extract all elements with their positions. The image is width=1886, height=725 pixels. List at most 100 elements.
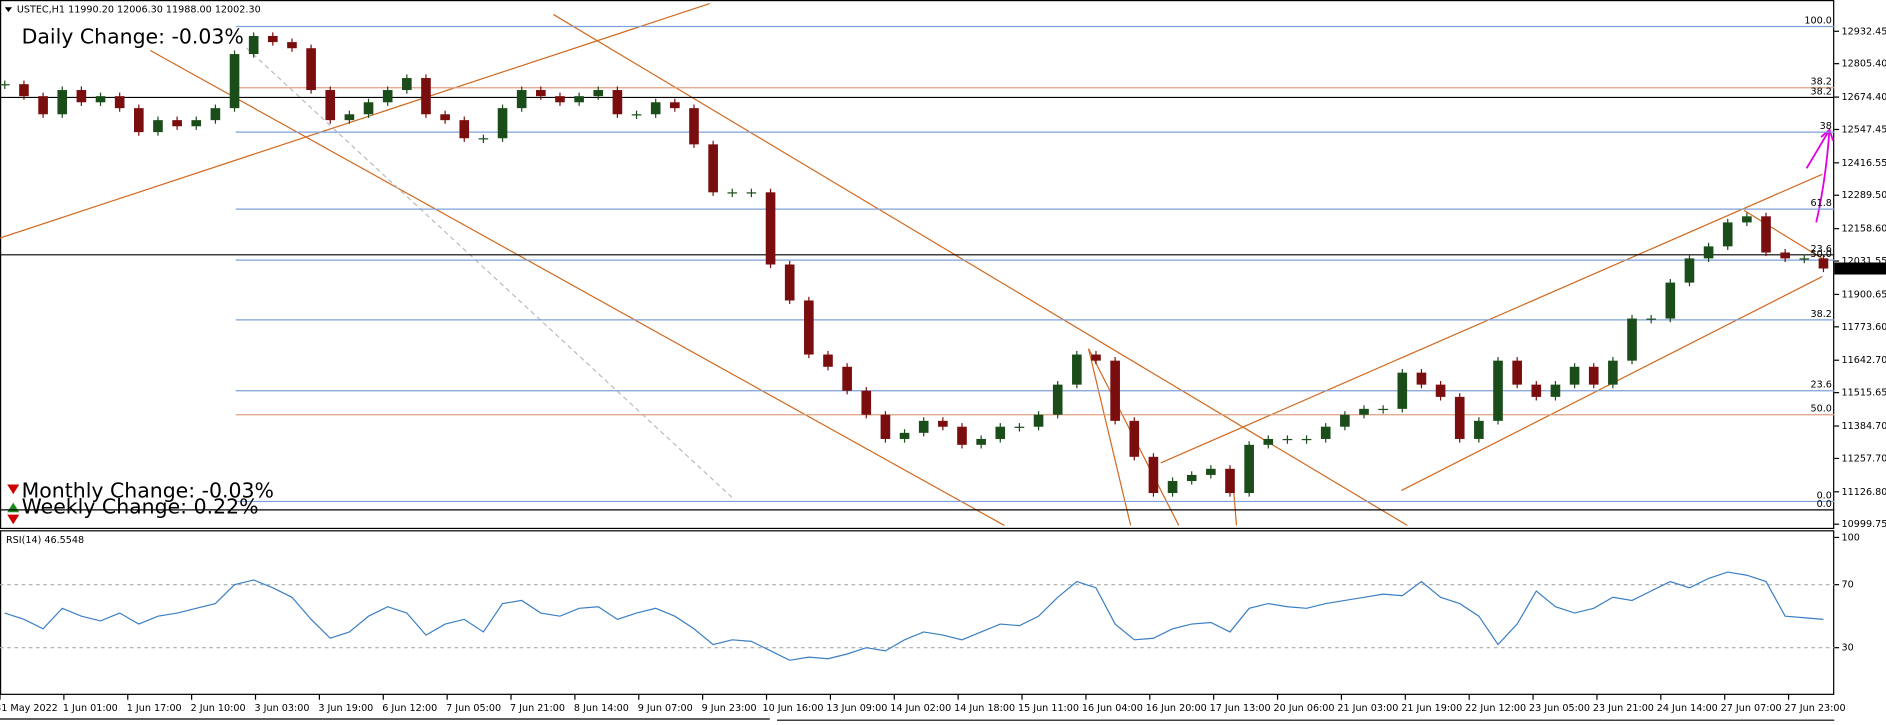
chart-header: USTEC,H1 11990.20 12006.30 11988.00 1200… [17, 5, 261, 16]
candle-body [1665, 282, 1676, 319]
candle-body [363, 102, 374, 115]
candle-body [1359, 408, 1369, 415]
candle-body [746, 192, 757, 194]
y-tick-label: 12674.40 [1841, 92, 1886, 103]
y-tick-label: 11126.80 [1841, 487, 1886, 498]
x-tick-label: 27 Jun 07:00 [1721, 703, 1782, 714]
y-tick-label: 70 [1841, 580, 1853, 591]
candle-body [880, 414, 891, 439]
rsi-panel-frame [0, 530, 1835, 695]
candle-body [1569, 366, 1580, 385]
candle-body [593, 90, 604, 97]
x-tick-label: 3 Jun 19:00 [318, 703, 373, 714]
x-tick-label: 1 Jun 17:00 [127, 703, 182, 714]
candle-body [1684, 258, 1695, 283]
x-tick-label: 10 Jun 16:00 [762, 703, 823, 714]
x-tick-label: 16 Jun 04:00 [1082, 703, 1143, 714]
candle-body [1014, 426, 1025, 428]
fib-label: 38.2 [1810, 86, 1831, 97]
candle-body [1454, 396, 1465, 439]
candle-body [1799, 258, 1810, 260]
x-tick-label: 9 Jun 07:00 [638, 703, 693, 714]
x-tick-label: 8 Jun 14:00 [574, 703, 629, 714]
y-tick-label: 30 [1841, 643, 1853, 654]
y-tick-label: 100 [1841, 532, 1859, 543]
x-tick-label: 31 May 2022 [0, 703, 58, 714]
candle-body [497, 108, 508, 139]
candle-body [306, 48, 316, 91]
fib-baseline [246, 47, 735, 500]
x-tick-label: 7 Jun 05:00 [446, 703, 501, 714]
candle-body [1301, 438, 1312, 441]
menu-triangle[interactable] [4, 7, 13, 13]
candle-body [1340, 414, 1350, 427]
candle-body [689, 108, 699, 145]
candle-body [1397, 372, 1408, 409]
y-tick-label: 11642.70 [1841, 355, 1886, 366]
candle-body [1761, 216, 1771, 253]
candle-body [325, 90, 336, 121]
fib-label: 23.6 [1810, 244, 1831, 255]
x-tick-label: 7 Jun 21:00 [510, 703, 565, 714]
candle-body [0, 84, 10, 86]
candle-body [1608, 360, 1618, 385]
candle-body [1627, 318, 1637, 361]
candle-body [1550, 384, 1561, 397]
candle-body [938, 420, 948, 427]
last-price-box [1834, 262, 1886, 275]
candle-body [1129, 420, 1140, 457]
candle-body [1646, 318, 1656, 320]
candle-body [57, 90, 68, 115]
candle-body [957, 426, 967, 445]
y-tick-label: 11257.70 [1841, 453, 1886, 464]
candle-body [1416, 372, 1427, 385]
candle-body [631, 114, 642, 116]
rsi-line [4, 571, 1824, 661]
fib-label: 38.2 [1810, 309, 1831, 320]
y-tick-label: 12289.50 [1841, 190, 1886, 201]
candle-body [1435, 384, 1446, 397]
candle-body [727, 192, 738, 194]
candle-body [1244, 444, 1254, 494]
candle-body [210, 108, 221, 121]
fib-label: 61.8 [1810, 198, 1831, 209]
x-tick-label: 2 Jun 10:00 [191, 703, 246, 714]
change-annotation: Monthly Change: -0.03% [22, 479, 274, 503]
down-marker [7, 484, 20, 495]
x-tick-label: 14 Jun 02:00 [890, 703, 951, 714]
candle-body [1186, 474, 1197, 482]
candle-body [1225, 468, 1235, 494]
x-tick-label: 24 Jun 14:00 [1657, 703, 1718, 714]
candle-body [612, 90, 623, 115]
y-tick-label: 12932.45 [1841, 26, 1886, 37]
candle-body [1167, 481, 1178, 494]
candle-body [421, 78, 431, 115]
arrow-head [1820, 128, 1834, 141]
arrow-line [1815, 129, 1831, 223]
x-tick-label: 14 Jun 18:00 [954, 703, 1015, 714]
y-tick-label: 12416.55 [1841, 158, 1886, 169]
candle-body [1703, 246, 1714, 259]
candle-body [804, 300, 814, 355]
change-annotation: Daily Change: -0.03% [22, 24, 244, 48]
candle-body [1033, 414, 1044, 427]
arrow-line [1805, 129, 1831, 169]
x-tick-label: 20 Jun 06:00 [1273, 703, 1334, 714]
y-tick-label: 11515.65 [1841, 388, 1886, 399]
fib-label: 100.0 [1804, 16, 1832, 27]
candle-body [1072, 354, 1082, 385]
trend-line [150, 49, 1005, 526]
candle-body [765, 192, 776, 265]
candle-body [1722, 222, 1733, 247]
x-tick-label: 13 Jun 09:00 [826, 703, 887, 714]
candle-body [1320, 426, 1331, 439]
candle-body [1148, 456, 1159, 494]
y-tick-label: 11900.65 [1841, 289, 1886, 300]
candle-body [268, 35, 278, 43]
x-tick-label: 22 Jun 12:00 [1465, 703, 1526, 714]
candle-body [918, 420, 929, 433]
candle-body [1206, 468, 1216, 475]
y-tick-label: 12158.60 [1841, 224, 1886, 235]
x-tick-label: 3 Jun 03:00 [254, 703, 309, 714]
